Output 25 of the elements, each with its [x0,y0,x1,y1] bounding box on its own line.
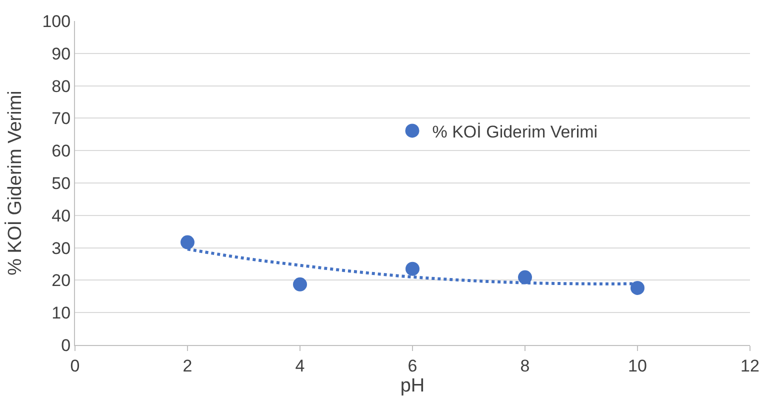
x-axis-title: pH [400,375,425,396]
x-tick-label: 8 [520,356,530,376]
point [518,270,532,284]
point [293,277,307,292]
x-tick-label: 2 [182,356,192,376]
x-tick-label: 4 [295,356,305,376]
point [630,280,644,295]
y-tick-label: 10 [52,304,71,323]
x-tick-label: 10 [628,356,647,376]
y-tick-label: 80 [52,76,71,96]
x-tick-label: 6 [408,356,418,376]
y-axis-title: % KOİ Giderim Verimi [4,90,26,276]
x-tick-label: 12 [740,356,760,376]
point [180,235,194,250]
y-tick-label: 20 [52,271,71,290]
y-tick-label: 30 [52,238,71,258]
y-tick-label: 50 [52,174,71,193]
y-tick-label: 0 [61,336,71,355]
y-tick-label: 90 [52,44,71,64]
y-tick-label: 100 [42,12,71,31]
y-tick-label: 40 [52,206,71,226]
y-tick-label: 70 [52,109,71,128]
point [406,262,420,276]
legend-label: % KOİ Giderim Verimi [432,122,598,142]
y-tick-label: 60 [52,142,71,161]
